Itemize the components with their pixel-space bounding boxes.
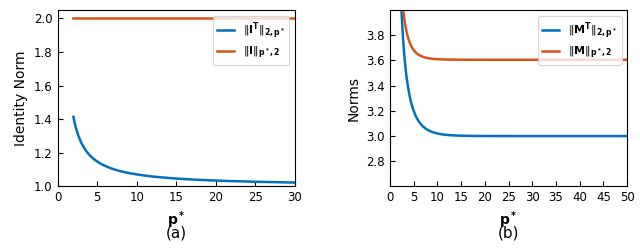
Legend: $\|\mathbf{I}^{\mathbf{T}}\|_{\mathbf{2,p^*}}$, $\|\mathbf{I}\|_{\mathbf{p^*,2}}: $\|\mathbf{I}^{\mathbf{T}}\|_{\mathbf{2,… bbox=[212, 16, 289, 65]
Text: (a): (a) bbox=[166, 225, 187, 240]
Text: (b): (b) bbox=[498, 225, 519, 240]
Y-axis label: Identity Norm: Identity Norm bbox=[15, 51, 28, 146]
X-axis label: $\mathbf{p^*}$: $\mathbf{p^*}$ bbox=[499, 210, 518, 232]
X-axis label: $\mathbf{p^*}$: $\mathbf{p^*}$ bbox=[167, 210, 186, 232]
Y-axis label: Norms: Norms bbox=[347, 76, 361, 121]
Legend: $\|\mathbf{M}^{\mathbf{T}}\|_{\mathbf{2,p^*}}$, $\|\mathbf{M}\|_{\mathbf{p^*,2}}: $\|\mathbf{M}^{\mathbf{T}}\|_{\mathbf{2,… bbox=[538, 16, 621, 65]
